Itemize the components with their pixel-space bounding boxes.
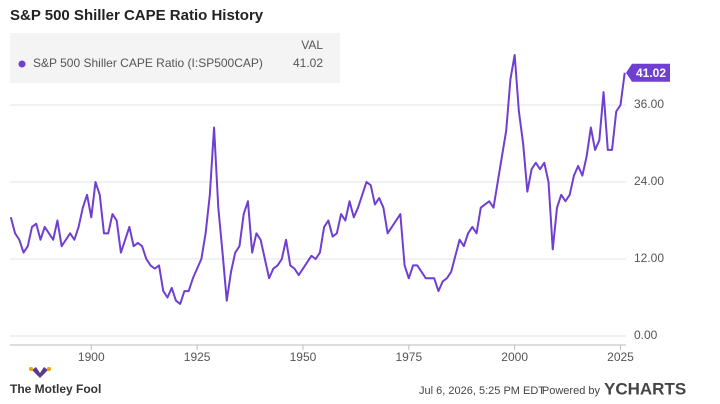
last-value-label: 41.02 [636, 66, 666, 80]
logo [29, 367, 51, 378]
last-value-flag [626, 63, 670, 82]
x-tick-label: 2025 [607, 350, 634, 364]
x-tick-label: 2000 [501, 350, 528, 364]
legend-label: S&P 500 Shiller CAPE Ratio (I:SP500CAP) [33, 56, 263, 70]
y-tick-label: 12.00 [634, 251, 664, 265]
provider: YCHARTS [604, 379, 686, 398]
x-tick-label: 1975 [395, 350, 422, 364]
grid [10, 104, 626, 337]
x-tick-label: 1925 [184, 350, 211, 364]
y-tick-label: 24.00 [634, 174, 664, 188]
legend-value: 41.02 [293, 56, 323, 70]
legend-header: VAL [301, 38, 323, 52]
legend-marker [18, 60, 26, 68]
y-tick-label: 0.00 [634, 328, 658, 342]
x-tick-label: 1950 [290, 350, 317, 364]
chart-title: S&P 500 Shiller CAPE Ratio History [10, 7, 264, 24]
x-tick-label: 1900 [78, 350, 105, 364]
data-line [9, 53, 626, 305]
y-tick-label: 36.00 [634, 97, 664, 111]
timestamp: Jul 6, 2026, 5:25 PM EDT [419, 385, 545, 397]
brand: The Motley Fool [10, 382, 101, 396]
legend-box [10, 33, 340, 83]
powered-by: Powered by [542, 385, 601, 397]
